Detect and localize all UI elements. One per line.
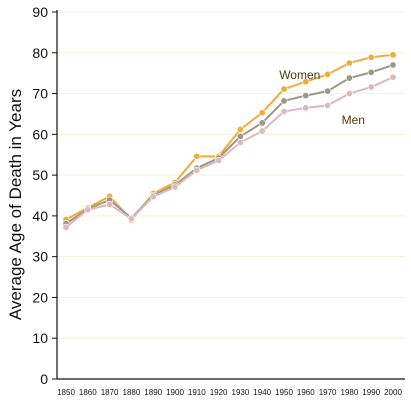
series-point-3 [367, 83, 375, 91]
series-point-3 [258, 127, 266, 135]
series-label-women: Women [279, 68, 320, 82]
x-tick-label: 1940 [253, 388, 271, 397]
series-point-3 [84, 206, 92, 214]
x-tick-label: 1880 [123, 388, 141, 397]
y-tick-label: 80 [32, 45, 48, 61]
series-point-1 [258, 109, 266, 117]
series-point-3 [127, 215, 135, 223]
x-tick-label: 1990 [362, 388, 380, 397]
series-point-3 [215, 156, 223, 164]
x-tick-label: 1870 [101, 388, 119, 397]
y-tick-label: 60 [32, 126, 48, 142]
series-point-2 [302, 92, 310, 100]
series-point-2 [367, 68, 375, 76]
y-tick-label: 70 [32, 86, 48, 102]
series-point-3 [345, 90, 353, 98]
series-point-3 [389, 73, 397, 81]
y-tick-label: 10 [32, 330, 48, 346]
y-tick-label: 20 [32, 289, 48, 305]
x-tick-label: 1980 [341, 388, 359, 397]
series-point-1 [345, 59, 353, 67]
series-point-3 [149, 193, 157, 201]
series-point-3 [324, 101, 332, 109]
y-tick-label: 50 [32, 167, 48, 183]
series-point-2 [280, 97, 288, 105]
y-axis-label: Average Age of Death in Years [6, 89, 25, 320]
x-tick-label: 1930 [232, 388, 250, 397]
series-point-3 [193, 166, 201, 174]
series-point-3 [171, 183, 179, 191]
series-line-1 [65, 53, 394, 221]
y-tick-label: 0 [40, 371, 48, 387]
series-point-1 [193, 152, 201, 160]
x-tick-label: 1900 [166, 388, 184, 397]
x-tick-label: 1950 [275, 388, 293, 397]
y-tick-label: 30 [32, 249, 48, 265]
series-point-3 [106, 200, 114, 208]
series-point-2 [324, 87, 332, 95]
x-tick-label: 1860 [79, 388, 97, 397]
series-point-1 [302, 78, 310, 86]
series-point-1 [367, 53, 375, 61]
series-point-1 [280, 85, 288, 93]
x-tick-label: 1920 [210, 388, 228, 397]
y-tick-label: 40 [32, 208, 48, 224]
series-point-3 [236, 138, 244, 146]
series-label-men: Men [342, 113, 365, 127]
x-tick-label: 1970 [319, 388, 337, 397]
x-tick-label: 1960 [297, 388, 315, 397]
x-tick-label: 1890 [144, 388, 162, 397]
series-point-2 [258, 119, 266, 127]
series-point-1 [236, 125, 244, 133]
series-point-3 [62, 223, 70, 231]
x-tick-label: 1910 [188, 388, 206, 397]
x-tick-label: 1850 [57, 388, 75, 397]
y-tick-label: 90 [32, 4, 48, 20]
series-line-3 [65, 76, 394, 229]
x-tick-label: 2000 [384, 388, 402, 397]
series-point-3 [302, 104, 310, 112]
series-line-2 [65, 64, 394, 225]
series-point-2 [236, 132, 244, 140]
series-point-2 [389, 61, 397, 69]
series-point-1 [389, 51, 397, 59]
series-point-2 [345, 74, 353, 82]
series-point-1 [324, 70, 332, 78]
series-point-3 [280, 107, 288, 115]
